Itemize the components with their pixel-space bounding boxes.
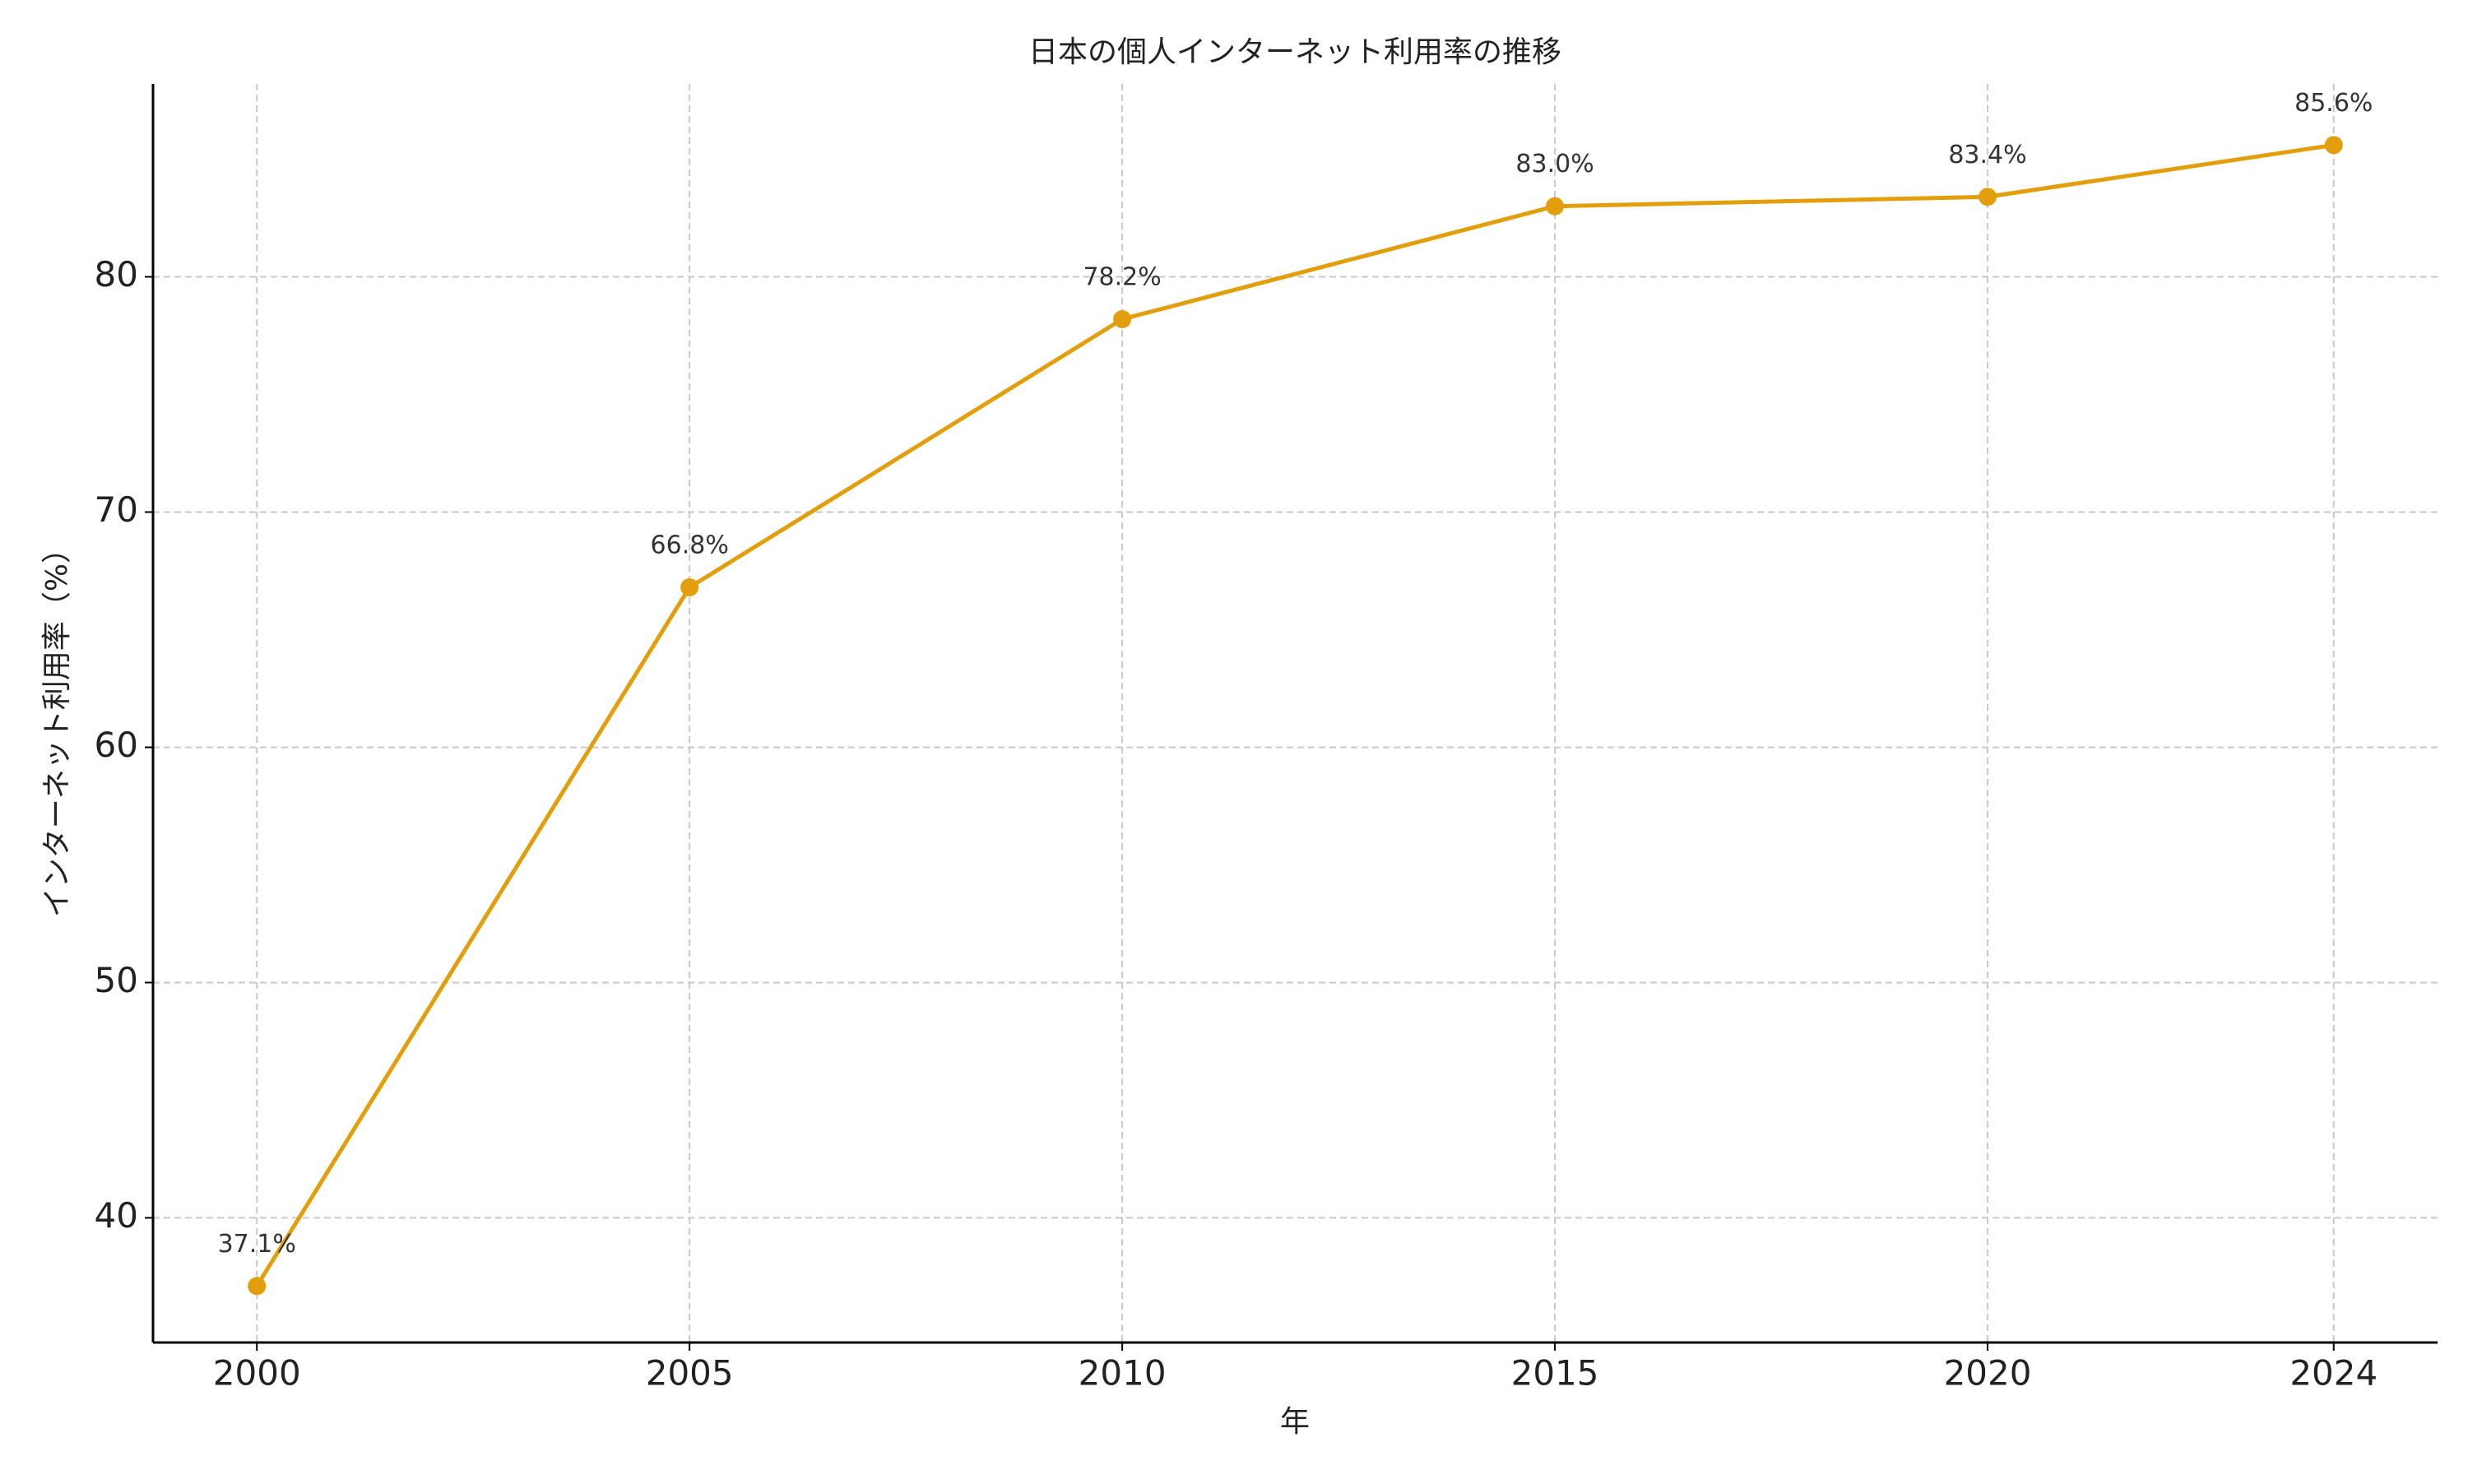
data-point [1546, 197, 1565, 216]
y-tick-label: 80 [95, 254, 138, 294]
x-axis-label: 年 [1280, 1405, 1310, 1439]
data-label: 78.2% [1083, 262, 1161, 291]
data-point [248, 1277, 267, 1296]
x-tick-label: 2010 [1079, 1353, 1167, 1394]
y-tick-label: 40 [95, 1195, 138, 1236]
y-tick-label: 50 [95, 960, 138, 1000]
y-tick-label: 70 [95, 489, 138, 530]
x-tick-label: 2005 [646, 1353, 734, 1394]
data-label: 37.1% [218, 1230, 296, 1259]
data-point [1979, 188, 1997, 206]
data-point [2324, 136, 2343, 155]
x-tick-label: 2015 [1511, 1353, 1599, 1394]
data-point [1113, 309, 1132, 328]
x-tick-label: 2024 [2289, 1353, 2378, 1394]
data-label: 83.4% [1948, 141, 2026, 169]
x-tick-label: 2000 [213, 1353, 301, 1394]
y-tick-label: 60 [95, 725, 138, 765]
data-label: 66.8% [651, 531, 729, 560]
series-line [255, 142, 2335, 1287]
y-axis-label: インターネット利用率（%） [40, 534, 74, 917]
data-point [680, 578, 699, 596]
chart-title: 日本の個人インターネット利用率の推移 [1028, 35, 1561, 69]
data-label: 83.0% [1515, 150, 1594, 179]
data-label: 85.6% [2294, 89, 2373, 118]
x-tick-label: 2020 [1944, 1353, 2032, 1394]
